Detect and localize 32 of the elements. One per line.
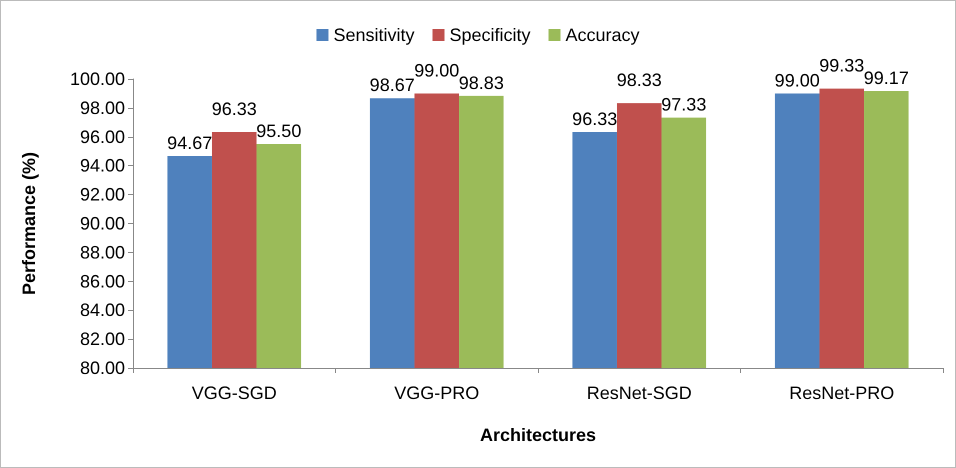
legend-label: Specificity <box>449 25 531 45</box>
data-label: 98.83 <box>458 72 504 93</box>
y-tick-label: 92.00 <box>80 184 125 205</box>
data-label: 99.33 <box>819 56 864 76</box>
data-label: 96.33 <box>212 99 257 120</box>
y-tick-label: 80.00 <box>80 358 125 378</box>
y-tick-label: 94.00 <box>80 156 125 176</box>
y-tick-label: 84.00 <box>80 300 125 320</box>
x-tick-label: VGG-PRO <box>394 383 480 403</box>
y-tick-label: 88.00 <box>80 242 125 262</box>
data-label: 98.67 <box>370 75 415 96</box>
y-tick-label: 100.00 <box>70 69 125 89</box>
x-axis-title: Architectures <box>480 425 596 445</box>
x-tick-label: ResNet-PRO <box>789 383 894 403</box>
x-tick-label: ResNet-SGD <box>586 383 692 403</box>
x-tick-label: VGG-SGD <box>192 383 277 403</box>
data-label: 98.33 <box>616 70 662 90</box>
data-label: 99.00 <box>414 60 460 80</box>
data-label: 99.17 <box>864 68 909 88</box>
y-tick-label: 96.00 <box>80 126 125 147</box>
legend-label: Accuracy <box>566 25 640 45</box>
data-label: 94.67 <box>167 133 212 154</box>
y-tick-label: 98.00 <box>80 98 125 118</box>
data-label: 96.33 <box>572 109 618 130</box>
y-tick-label: 90.00 <box>80 214 125 234</box>
data-label: 99.00 <box>774 70 820 90</box>
y-tick-label: 86.00 <box>80 271 125 292</box>
data-label: 97.33 <box>661 94 706 115</box>
data-label: 95.50 <box>256 121 302 142</box>
legend-label: Sensitivity <box>333 25 414 45</box>
y-tick-label: 82.00 <box>80 329 125 350</box>
y-axis-title: Performance (%) <box>19 152 39 296</box>
